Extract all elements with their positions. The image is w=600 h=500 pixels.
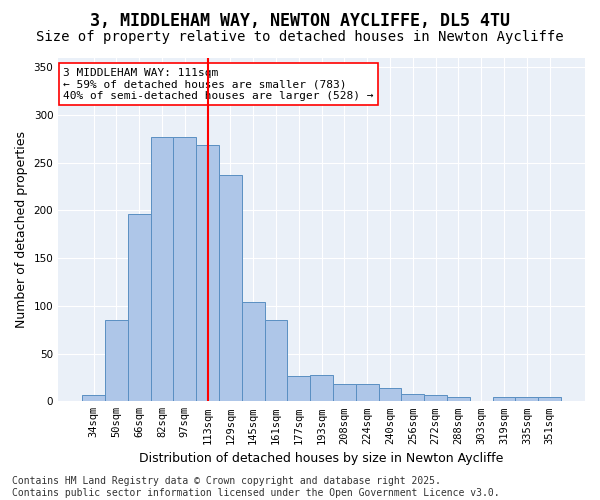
X-axis label: Distribution of detached houses by size in Newton Aycliffe: Distribution of detached houses by size …: [139, 452, 504, 465]
Bar: [515, 398, 538, 402]
Bar: [379, 388, 401, 402]
Bar: [265, 320, 287, 402]
Bar: [333, 384, 356, 402]
Text: Size of property relative to detached houses in Newton Aycliffe: Size of property relative to detached ho…: [36, 30, 564, 44]
Bar: [287, 376, 310, 402]
Bar: [242, 302, 265, 402]
Bar: [128, 214, 151, 402]
Bar: [219, 175, 242, 402]
Bar: [82, 394, 105, 402]
Text: Contains HM Land Registry data © Crown copyright and database right 2025.
Contai: Contains HM Land Registry data © Crown c…: [12, 476, 500, 498]
Bar: [493, 398, 515, 402]
Bar: [173, 137, 196, 402]
Bar: [310, 374, 333, 402]
Bar: [196, 146, 219, 402]
Text: 3 MIDDLEHAM WAY: 111sqm
← 59% of detached houses are smaller (783)
40% of semi-d: 3 MIDDLEHAM WAY: 111sqm ← 59% of detache…: [64, 68, 374, 101]
Bar: [151, 137, 173, 402]
Bar: [356, 384, 379, 402]
Bar: [447, 398, 470, 402]
Bar: [424, 394, 447, 402]
Text: 3, MIDDLEHAM WAY, NEWTON AYCLIFFE, DL5 4TU: 3, MIDDLEHAM WAY, NEWTON AYCLIFFE, DL5 4…: [90, 12, 510, 30]
Bar: [105, 320, 128, 402]
Bar: [401, 394, 424, 402]
Y-axis label: Number of detached properties: Number of detached properties: [15, 131, 28, 328]
Bar: [538, 398, 561, 402]
